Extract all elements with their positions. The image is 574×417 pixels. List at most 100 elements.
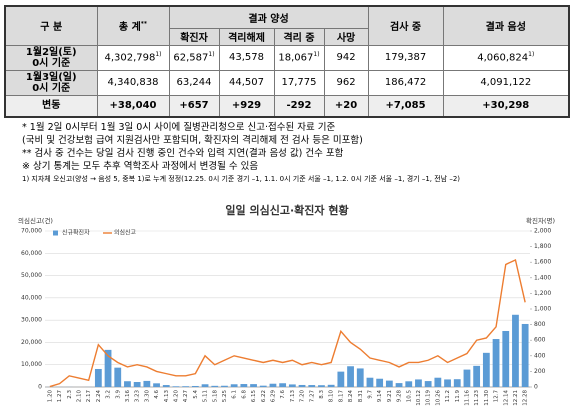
x-tick-label: 3.2 <box>106 390 112 399</box>
x-tick-label: 8.24 <box>348 390 354 403</box>
bar <box>162 385 170 387</box>
cell-text: 962 <box>336 77 356 88</box>
row-label: 1월2일(토) 0시 기준 <box>4 44 98 71</box>
bar <box>482 352 490 387</box>
table-row: 변동 +38,040 +657 +929 -292 +20 +7,085 +30,298 <box>4 94 570 118</box>
bar <box>415 379 422 387</box>
y2-tick-label: 600 <box>534 337 546 344</box>
header-cell: 결과 양성 <box>168 5 369 29</box>
x-tick-label: 3.16 <box>125 390 131 403</box>
table-cell: 17,775 <box>273 69 325 96</box>
x-tick-label: 6.8 <box>241 390 247 399</box>
x-tick-label: 4.13 <box>164 390 170 403</box>
table-cell: 18,0671) <box>273 44 325 71</box>
cell-text: +7,085 <box>385 100 426 112</box>
row-label-line: 0시 기준 <box>32 82 71 94</box>
bar <box>318 385 325 387</box>
y2-tick-label: 800 <box>534 321 546 328</box>
y-tick-label: 10,000 <box>21 361 42 368</box>
x-tick-label: 6.29 <box>270 390 276 403</box>
bar <box>279 383 287 387</box>
table-cell: 4,060,8241) <box>442 44 570 71</box>
table-cell: 179,387 <box>367 44 444 71</box>
table-cell: +30,298 <box>442 94 570 118</box>
bar <box>104 349 112 387</box>
row-label-line: 변동 <box>42 100 61 112</box>
cell-text: +20 <box>334 100 358 112</box>
x-tick-label: 11.30 <box>484 390 490 406</box>
chart: 일일 의심신고·확진자 현황 의심신고(건) 확진자(명) 0 10,000 20,… <box>18 203 555 406</box>
bar <box>463 369 471 387</box>
header-cell: 격리해제 <box>218 27 275 46</box>
bar <box>259 385 267 387</box>
cell-text: 43,578 <box>229 52 264 63</box>
bar <box>492 339 500 387</box>
x-tick-label: 2.10 <box>76 390 82 403</box>
x-tick-label: 11.23 <box>474 390 480 406</box>
bar <box>288 384 296 387</box>
cell-text: 4,340,838 <box>107 77 159 88</box>
note-line: ※ 상기 통계는 모두 추후 역학조사 과정에서 변경될 수 있음 <box>22 161 259 172</box>
note-line: (국비 및 건강보험 급여 지원검사만 포함되며, 확진자의 격리해제 전 검사… <box>22 135 363 146</box>
legend-label: 의심신고 <box>114 229 137 237</box>
row-label: 변동 <box>4 94 98 118</box>
cell-text: 63,244 <box>176 77 212 88</box>
x-tick-label: 5.25 <box>222 390 228 403</box>
notes: * 1월 2일 0시부터 1월 3일 0시 사이에 질병관리청으로 신고·접수된… <box>22 121 460 186</box>
table-cell: 4,302,7981) <box>96 44 170 71</box>
bar <box>473 365 481 387</box>
bar <box>172 386 180 387</box>
cell-text: 62,587 <box>173 52 209 64</box>
bar <box>327 384 335 387</box>
x-tick-label: 9.21 <box>387 390 393 402</box>
y2-tick-label: 1,600 <box>534 259 551 266</box>
x-tick-label: 2.3 <box>67 390 73 399</box>
bar <box>395 383 403 387</box>
y2-tick-label: 1,800 <box>534 243 551 250</box>
legend-label: 신규확진자 <box>62 229 90 237</box>
x-tick-label: 7.6 <box>280 390 286 399</box>
x-tick-label: 11.16 <box>464 390 470 406</box>
x-tick-label: 10.19 <box>426 390 432 406</box>
x-tick-label: 7.13 <box>290 390 296 403</box>
cell-note: 1) <box>208 51 215 59</box>
x-tick-label: 12.7 <box>494 390 500 403</box>
table-row: 1월2일(토) 0시 기준 4,302,7981) 62,5871) 43,578 18,… <box>4 44 570 71</box>
y-tick-label: 70,000 <box>21 228 42 235</box>
cell-text: +929 <box>231 100 262 112</box>
row-label-line: 0시 기준 <box>32 57 71 69</box>
x-tick-label: 9.14 <box>377 390 383 403</box>
note-line: 1) 지자체 오신고(양성 → 음성 5, 중복 1)로 누계 정정(12.25… <box>22 175 461 183</box>
bar <box>337 371 345 387</box>
line <box>49 258 526 388</box>
x-tick-label: 8.17 <box>338 390 344 403</box>
x-tick-label: 12.14 <box>503 390 509 406</box>
x-tick-label: 10.5 <box>406 390 412 403</box>
bar <box>211 385 219 387</box>
table-cell: +657 <box>168 94 220 118</box>
bar <box>298 384 306 387</box>
y2-tick-label: 1,000 <box>534 306 551 313</box>
table-cell: +929 <box>218 94 275 118</box>
bar <box>405 381 413 387</box>
cell-text: 179,387 <box>384 52 427 63</box>
header-mark: ** <box>140 20 148 28</box>
bar <box>133 382 141 387</box>
table-cell: 63,244 <box>168 69 220 96</box>
y-tick-label: 30,000 <box>21 317 42 324</box>
x-tick-label: 2.24 <box>96 390 102 403</box>
header-cell: 총 계** <box>96 5 170 46</box>
bar <box>512 314 519 387</box>
x-tick-label: 6.22 <box>261 390 267 402</box>
table-cell: 4,340,838 <box>96 69 170 96</box>
table-cell: 942 <box>323 44 369 71</box>
note-line: ** 검사 중 건수는 당일 검사 진행 중인 건수와 입력 지연(결과 음성 … <box>22 148 344 159</box>
x-tick-label: 8.3 <box>319 390 325 399</box>
bar <box>191 385 199 387</box>
y2-tick-label: 0 <box>534 384 538 391</box>
cell-text: 18,067 <box>278 52 314 64</box>
cell-text: 4,302,798 <box>104 52 156 64</box>
header-text: 총 계 <box>118 22 141 34</box>
